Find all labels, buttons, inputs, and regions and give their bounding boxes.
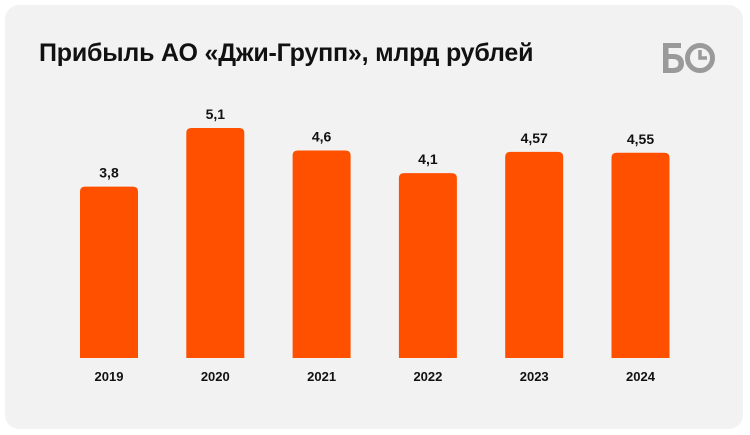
x-tick-label-2024: 2024: [626, 369, 656, 384]
data-label-2019: 3,8: [99, 165, 119, 181]
data-label-2022: 4,1: [418, 151, 438, 167]
bar-2023: [505, 151, 564, 358]
bo-logo-icon: [663, 43, 715, 73]
data-label-2023: 4,57: [521, 130, 548, 146]
x-tick-label-2019: 2019: [95, 369, 124, 384]
data-label-2024: 4,55: [627, 131, 654, 147]
bar-chart: 3,8 2019 5,1 2020 4,6 2021 4,1 2022 4,57 2023 4,55…: [80, 106, 670, 384]
x-tick-label-2021: 2021: [307, 369, 336, 384]
bar-2019: [80, 186, 138, 358]
chart-card: Прибыль АО «Джи-Групп», млрд рублей 3,8 2…: [5, 5, 743, 429]
x-tick-label-2022: 2022: [413, 369, 442, 384]
x-tick-label-2023: 2023: [520, 369, 549, 384]
x-tick-label-2020: 2020: [201, 369, 230, 384]
bar-2021: [292, 150, 351, 358]
bar-2022: [398, 173, 457, 358]
data-label-2021: 4,6: [312, 129, 332, 145]
bar-2020: [186, 128, 245, 358]
data-label-2020: 5,1: [206, 106, 226, 122]
bar-2024: [611, 152, 670, 358]
chart-title: Прибыль АО «Джи-Групп», млрд рублей: [39, 39, 534, 67]
